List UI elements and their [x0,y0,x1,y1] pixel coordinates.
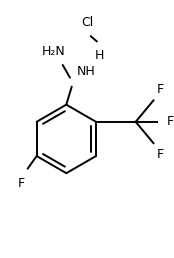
Text: F: F [167,115,174,128]
Text: H₂N: H₂N [42,45,66,58]
Text: F: F [156,83,164,96]
Text: F: F [156,148,164,161]
Text: NH: NH [77,64,96,78]
Text: Cl: Cl [81,16,93,29]
Text: H: H [95,49,104,62]
Text: F: F [18,177,25,190]
